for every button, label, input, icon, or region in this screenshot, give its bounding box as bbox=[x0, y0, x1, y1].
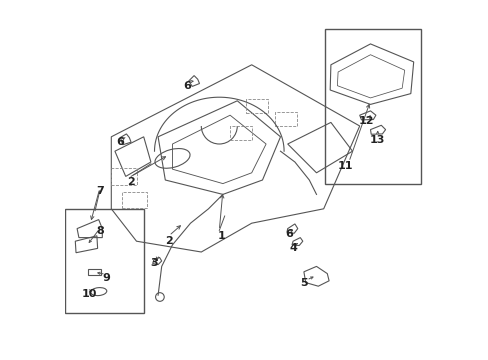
Text: 10: 10 bbox=[82, 289, 97, 300]
Bar bbox=[230, 126, 251, 140]
Text: 6: 6 bbox=[183, 81, 190, 91]
Bar bbox=[88, 269, 101, 275]
Bar bbox=[275, 112, 296, 126]
Text: 2: 2 bbox=[127, 177, 135, 187]
Text: 9: 9 bbox=[102, 273, 110, 283]
Bar bbox=[64, 209, 144, 313]
Bar bbox=[325, 29, 420, 184]
Text: 11: 11 bbox=[337, 161, 352, 171]
Text: 5: 5 bbox=[300, 278, 307, 288]
Text: 12: 12 bbox=[358, 116, 374, 126]
Text: 13: 13 bbox=[369, 135, 385, 145]
Text: 6: 6 bbox=[285, 229, 293, 239]
Text: 3: 3 bbox=[150, 258, 158, 268]
Bar bbox=[111, 168, 136, 185]
Text: 8: 8 bbox=[96, 226, 103, 236]
Text: 1: 1 bbox=[217, 231, 224, 241]
Bar bbox=[122, 192, 147, 208]
Text: 7: 7 bbox=[96, 186, 103, 196]
Text: 4: 4 bbox=[288, 243, 296, 253]
Bar bbox=[246, 99, 267, 113]
Text: 2: 2 bbox=[164, 236, 172, 246]
Text: 6: 6 bbox=[116, 137, 124, 147]
